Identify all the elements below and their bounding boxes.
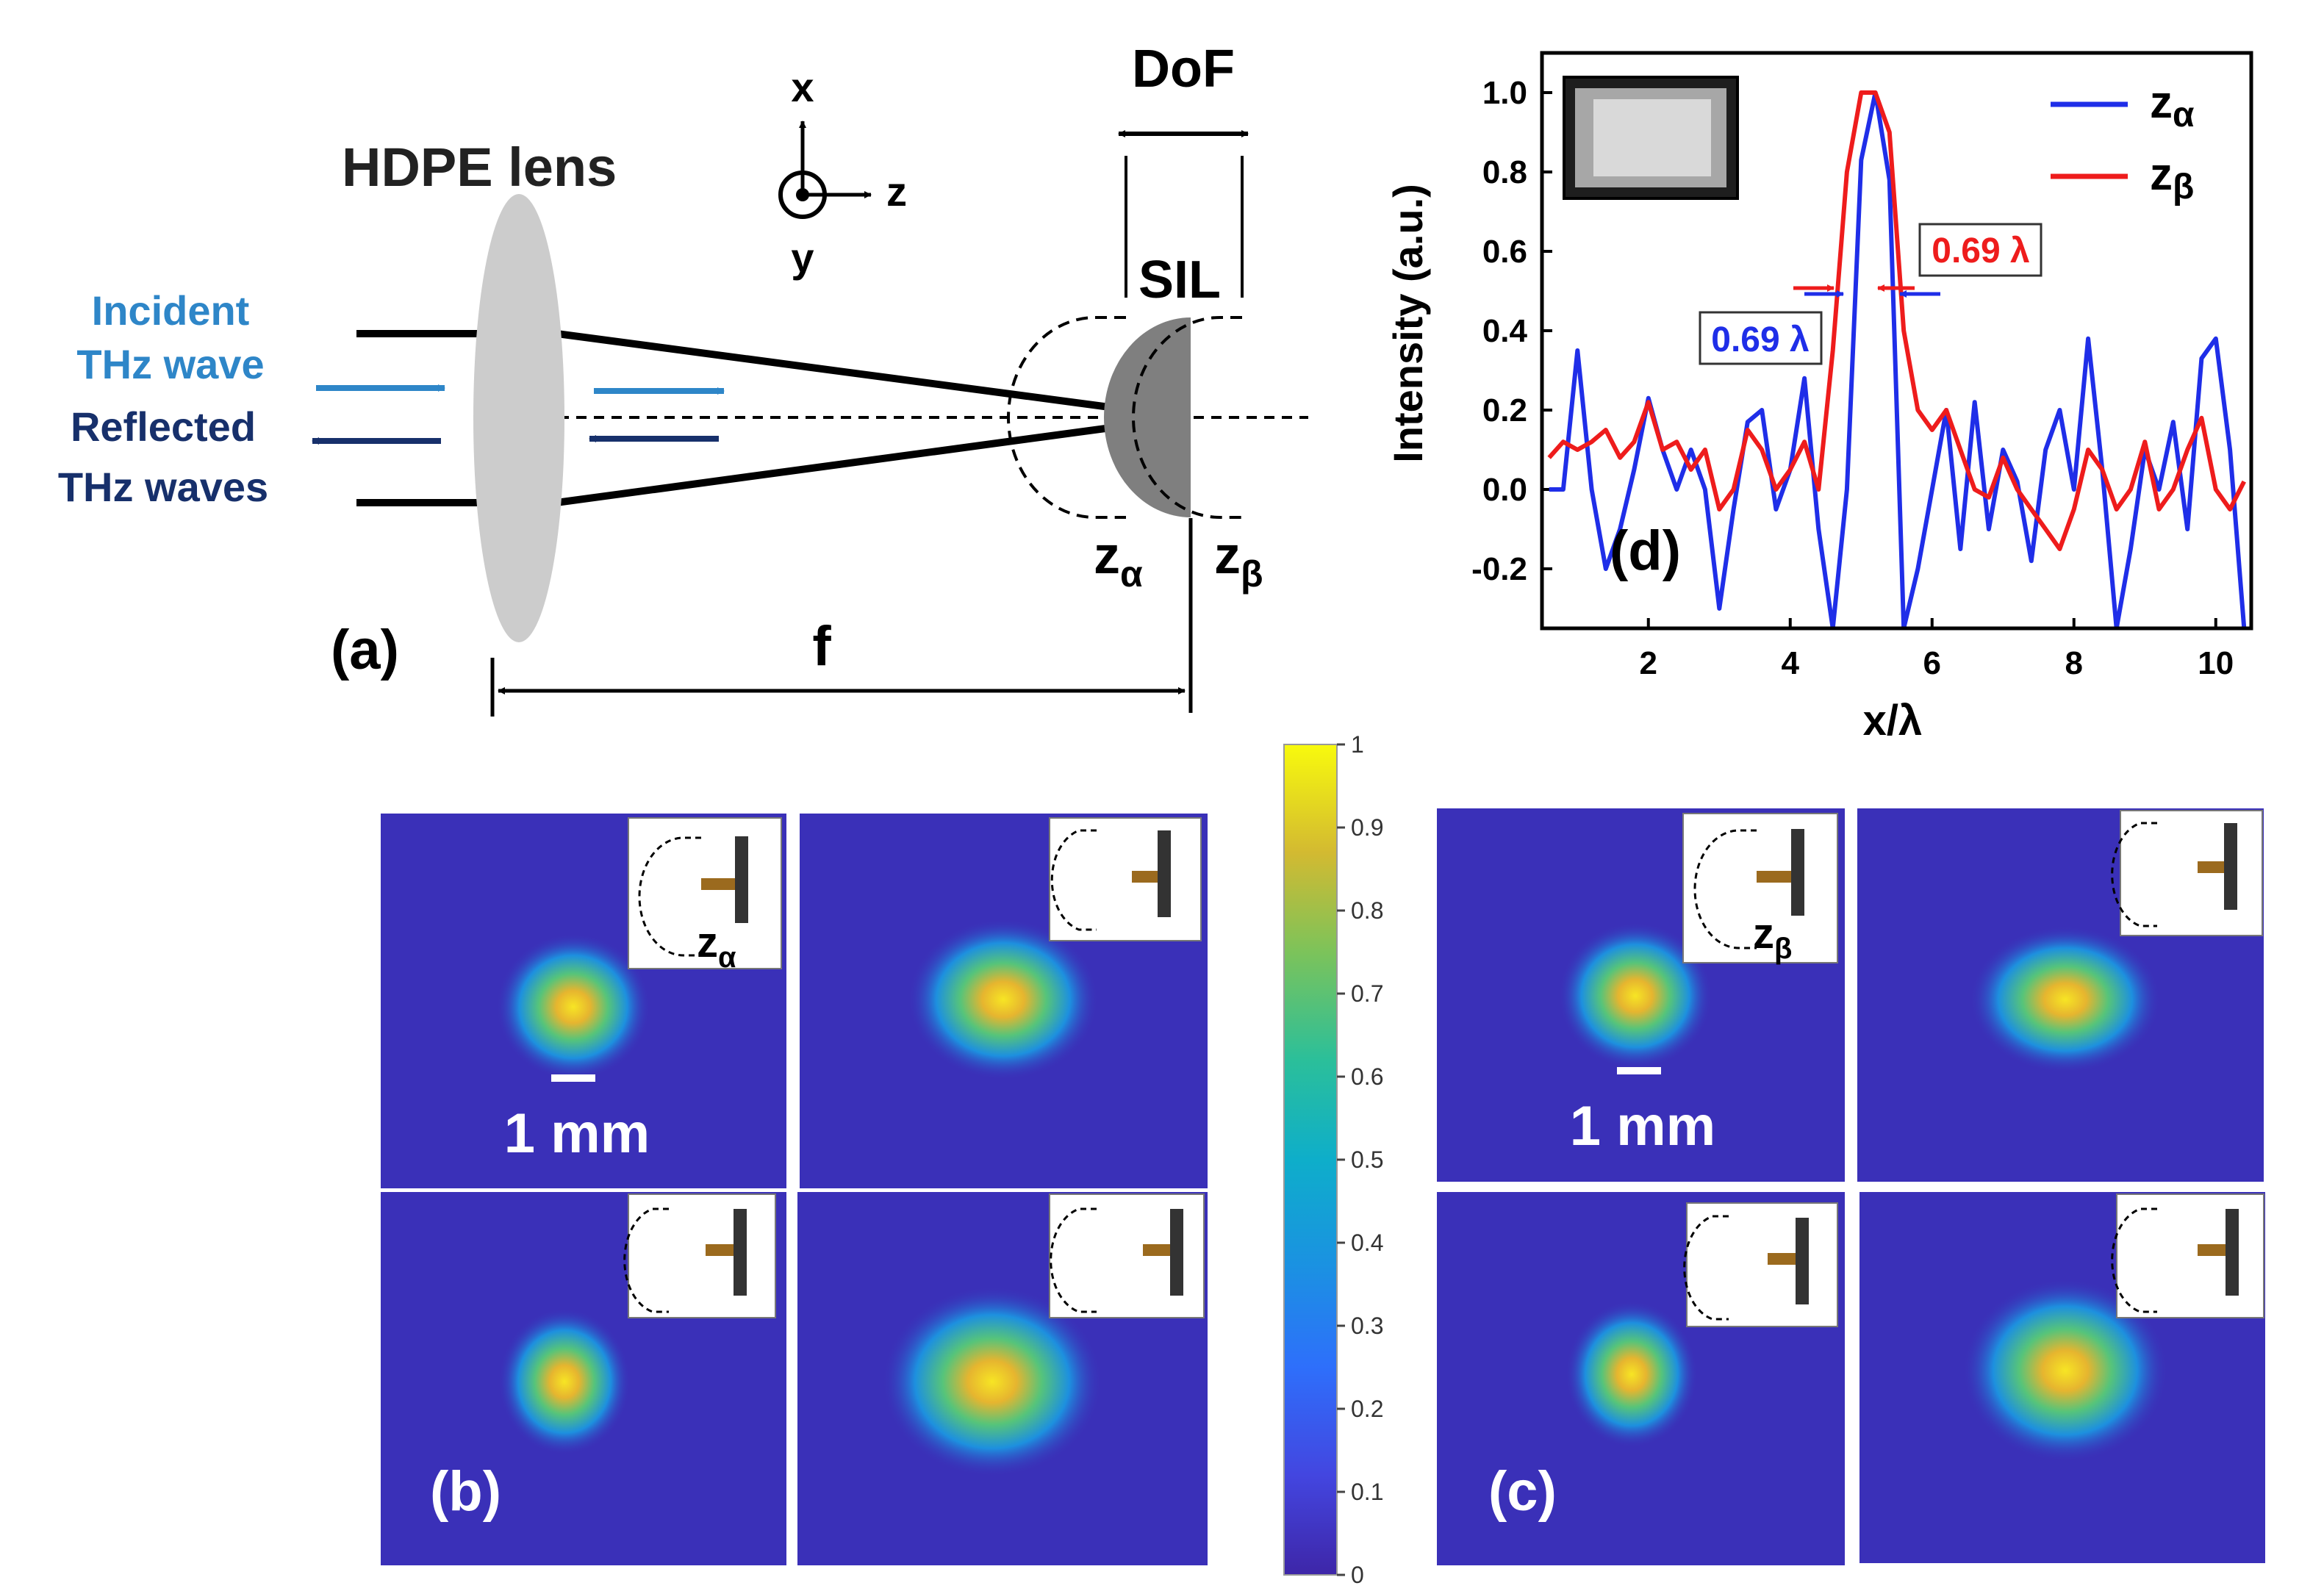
- sil-position-inset: [1049, 1193, 1205, 1318]
- panel-c-images: zβ 1 mm (c): [1437, 808, 2265, 1565]
- beam-spot: [496, 933, 650, 1080]
- lens-label: HDPE lens: [342, 137, 617, 198]
- beam-spot: [1962, 1279, 2168, 1462]
- dof-label: DoF: [1132, 40, 1235, 98]
- axis-y-label: y: [791, 234, 814, 281]
- focal-label: f: [812, 615, 831, 678]
- colorbar-tick-label: 0.8: [1351, 897, 1383, 924]
- y-tick-label: -0.2: [1471, 551, 1527, 587]
- beam-ray-top: [528, 326, 1188, 421]
- axis-x-label: x: [791, 64, 814, 110]
- x-tick-label: 8: [2065, 645, 2083, 681]
- series-line-z-alpha: [1549, 90, 2247, 628]
- reflected-label-2: THz waves: [58, 464, 268, 510]
- panel-b-label: (b): [430, 1460, 501, 1523]
- coordinate-axes-icon: [778, 121, 872, 219]
- x-tick-label: 6: [1923, 645, 1941, 681]
- beam-spot: [1970, 926, 2161, 1073]
- panel-c-label: (c): [1488, 1460, 1557, 1523]
- beam-spot: [882, 1286, 1102, 1477]
- inset-z-alpha-label: zα: [697, 919, 736, 974]
- beam-spot: [908, 919, 1099, 1080]
- inset-z-beta-label: zβ: [1753, 910, 1792, 965]
- y-tick-label: 0.8: [1482, 154, 1527, 190]
- sil-position-inset: [1049, 817, 1202, 941]
- beam-spot: [1566, 1301, 1698, 1448]
- fwhm-beta-label: 0.69 λ: [1932, 231, 2029, 270]
- colorbar-tick-label: 0.7: [1351, 980, 1383, 1007]
- z-beta-label: zβ: [1214, 526, 1263, 595]
- scale-bar-label: 1 mm: [504, 1102, 650, 1165]
- z-alpha-label: zα: [1094, 526, 1143, 595]
- scale-bar-label: 1 mm: [1570, 1095, 1716, 1157]
- x-tick-label: 2: [1640, 645, 1657, 681]
- colorbar-tick-label: 0.6: [1351, 1063, 1383, 1090]
- sil-hemisphere: [1104, 317, 1191, 517]
- x-tick-label: 10: [2198, 645, 2234, 681]
- x-tick-label: 4: [1782, 645, 1800, 681]
- incident-label-1: Incident: [92, 287, 250, 334]
- reflected-label-1: Reflected: [71, 403, 256, 450]
- beam-spot: [498, 1308, 631, 1455]
- sil-position-inset: [2111, 1193, 2264, 1318]
- colorbar-gradient: [1283, 744, 1338, 1576]
- y-axis-label: Intensity (a.u.): [1385, 184, 1431, 463]
- beam-ray-bottom: [528, 414, 1188, 510]
- sil-position-inset: [1682, 813, 1838, 963]
- fwhm-beta-box: [1918, 223, 2043, 277]
- colorbar-tick-label: 0: [1351, 1562, 1364, 1588]
- y-tick-label: 0.2: [1482, 392, 1527, 428]
- fwhm-alpha-box: [1699, 311, 1823, 365]
- sil-position-beta: [1132, 316, 1242, 519]
- incident-label-2: THz wave: [76, 341, 264, 387]
- y-tick-label: 0.4: [1482, 313, 1528, 349]
- legend-label-alpha: zα: [2150, 77, 2195, 134]
- colorbar-tick-label: 1: [1351, 731, 1364, 758]
- panel-b-images: zα 1 mm (b): [381, 814, 1208, 1565]
- legend-label-beta: zβ: [2150, 149, 2194, 207]
- sil-position-inset: [1683, 1202, 1838, 1327]
- panel-d-label: (d): [1610, 520, 1681, 582]
- colorbar-tick-label: 0.9: [1351, 814, 1383, 841]
- sil-position-alpha: [1007, 316, 1126, 519]
- sil-position-inset: [628, 817, 782, 969]
- colorbar-tick-label: 0.5: [1351, 1146, 1383, 1173]
- sil-position-inset: [623, 1193, 776, 1318]
- beam-spot: [1558, 922, 1712, 1069]
- sample-inset-image: [1563, 76, 1739, 200]
- colorbar-tick-label: 0.1: [1351, 1479, 1383, 1505]
- panel-a-setup: HDPE lens Incident THz wave Reflected TH…: [58, 40, 1308, 717]
- y-tick-label: 0.6: [1482, 234, 1527, 270]
- fwhm-alpha-label: 0.69 λ: [1711, 320, 1809, 359]
- colorbar-tick-label: 0.2: [1351, 1396, 1383, 1422]
- plot-frame: [1540, 51, 2253, 631]
- sil-position-inset: [2111, 810, 2263, 936]
- y-tick-label: 1.0: [1482, 75, 1527, 111]
- colorbar-tick-label: 0.3: [1351, 1313, 1383, 1339]
- panel-a-label: (a): [331, 619, 399, 681]
- chart-legend: zα zβ: [2051, 77, 2195, 207]
- colorbar: 0 0.1 0.2 0.3 0.4 0.5 0.6 0.7 0.8 0.9 1: [1283, 731, 1383, 1588]
- sil-label: SIL: [1138, 251, 1221, 309]
- colorbar-tick-label: 0.4: [1351, 1229, 1383, 1256]
- y-tick-label: 0.0: [1482, 472, 1527, 508]
- panel-d-chart: Intensity (a.u.) x/λ 2 4 6 8 10 -0.2 0.0 0.2 0.4…: [1385, 51, 2253, 744]
- x-axis-label: x/λ: [1863, 697, 1923, 744]
- series-line-z-beta: [1547, 90, 2246, 551]
- hdpe-lens: [473, 194, 564, 642]
- axis-z-label: z: [886, 168, 907, 215]
